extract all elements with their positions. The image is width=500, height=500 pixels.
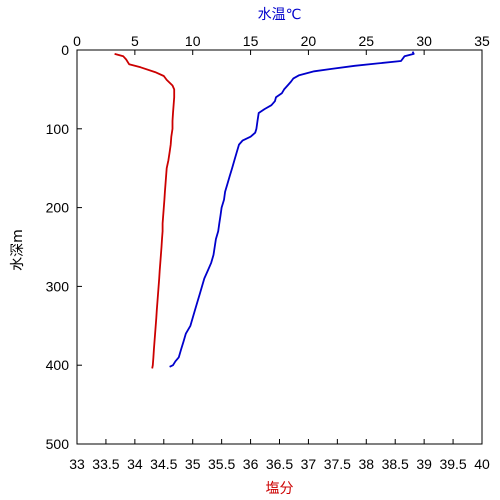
temperature-series-line bbox=[170, 52, 414, 367]
salinity-tick-label: 36.5 bbox=[266, 456, 293, 472]
depth-tick-label: 400 bbox=[46, 357, 70, 373]
temperature-tick-label: 5 bbox=[131, 33, 139, 49]
depth-tick-label: 300 bbox=[46, 278, 70, 294]
salinity-tick-label: 37 bbox=[301, 456, 317, 472]
salinity-tick-label: 39 bbox=[416, 456, 432, 472]
salinity-tick-label: 38 bbox=[358, 456, 374, 472]
salinity-tick-label: 35.5 bbox=[208, 456, 235, 472]
salinity-tick-label: 37.5 bbox=[324, 456, 351, 472]
temperature-tick-label: 25 bbox=[358, 33, 374, 49]
axis-ticks: 0 100 200 300 400 500 0 5 10 15 20 25 30 35 33 33.5 34 34… bbox=[46, 33, 490, 472]
salinity-tick-label: 33 bbox=[69, 456, 85, 472]
salinity-tick-label: 39.5 bbox=[439, 456, 466, 472]
depth-tick-label: 0 bbox=[61, 42, 69, 58]
salinity-tick-label: 33.5 bbox=[92, 456, 119, 472]
temperature-tick-label: 35 bbox=[474, 33, 490, 49]
depth-axis-title: 水深m bbox=[10, 229, 26, 271]
temperature-tick-label: 30 bbox=[416, 33, 432, 49]
salinity-axis-title: 塩分 bbox=[266, 481, 294, 497]
plot-border bbox=[77, 50, 482, 444]
salinity-tick-label: 38.5 bbox=[382, 456, 409, 472]
temperature-tick-label: 0 bbox=[73, 33, 81, 49]
series-group bbox=[115, 52, 414, 369]
salinity-tick-label: 40 bbox=[474, 456, 490, 472]
depth-tick-label: 100 bbox=[46, 121, 70, 137]
temperature-tick-label: 20 bbox=[301, 33, 317, 49]
depth-tick-label: 500 bbox=[46, 436, 70, 452]
temperature-tick-label: 15 bbox=[243, 33, 259, 49]
plot-frame bbox=[77, 50, 482, 444]
temperature-tick-label: 10 bbox=[185, 33, 201, 49]
axis-labels: 水温℃ 塩分 水深m bbox=[10, 7, 301, 497]
depth-tick-label: 200 bbox=[46, 200, 70, 216]
salinity-series-line bbox=[115, 54, 175, 369]
salinity-tick-label: 36 bbox=[243, 456, 259, 472]
salinity-tick-label: 34.5 bbox=[150, 456, 177, 472]
temperature-axis-title: 水温℃ bbox=[258, 7, 302, 23]
salinity-tick-label: 34 bbox=[127, 456, 143, 472]
salinity-tick-label: 35 bbox=[185, 456, 201, 472]
